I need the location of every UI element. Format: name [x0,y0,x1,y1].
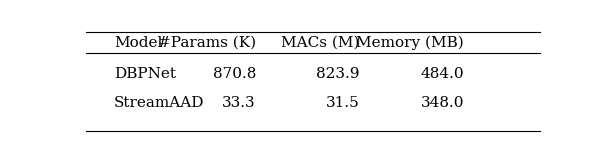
Text: StreamAAD: StreamAAD [114,95,204,109]
Text: 823.9: 823.9 [317,67,360,81]
Text: 33.3: 33.3 [222,95,256,109]
Text: Memory (MB): Memory (MB) [356,36,464,50]
Text: Model: Model [114,36,162,50]
Text: 348.0: 348.0 [420,95,464,109]
Text: 870.8: 870.8 [212,67,256,81]
Text: MACs (M): MACs (M) [281,36,360,50]
Text: #Params (K): #Params (K) [158,36,256,50]
Text: 31.5: 31.5 [326,95,360,109]
Text: DBPNet: DBPNet [114,67,176,81]
Text: 484.0: 484.0 [420,67,464,81]
